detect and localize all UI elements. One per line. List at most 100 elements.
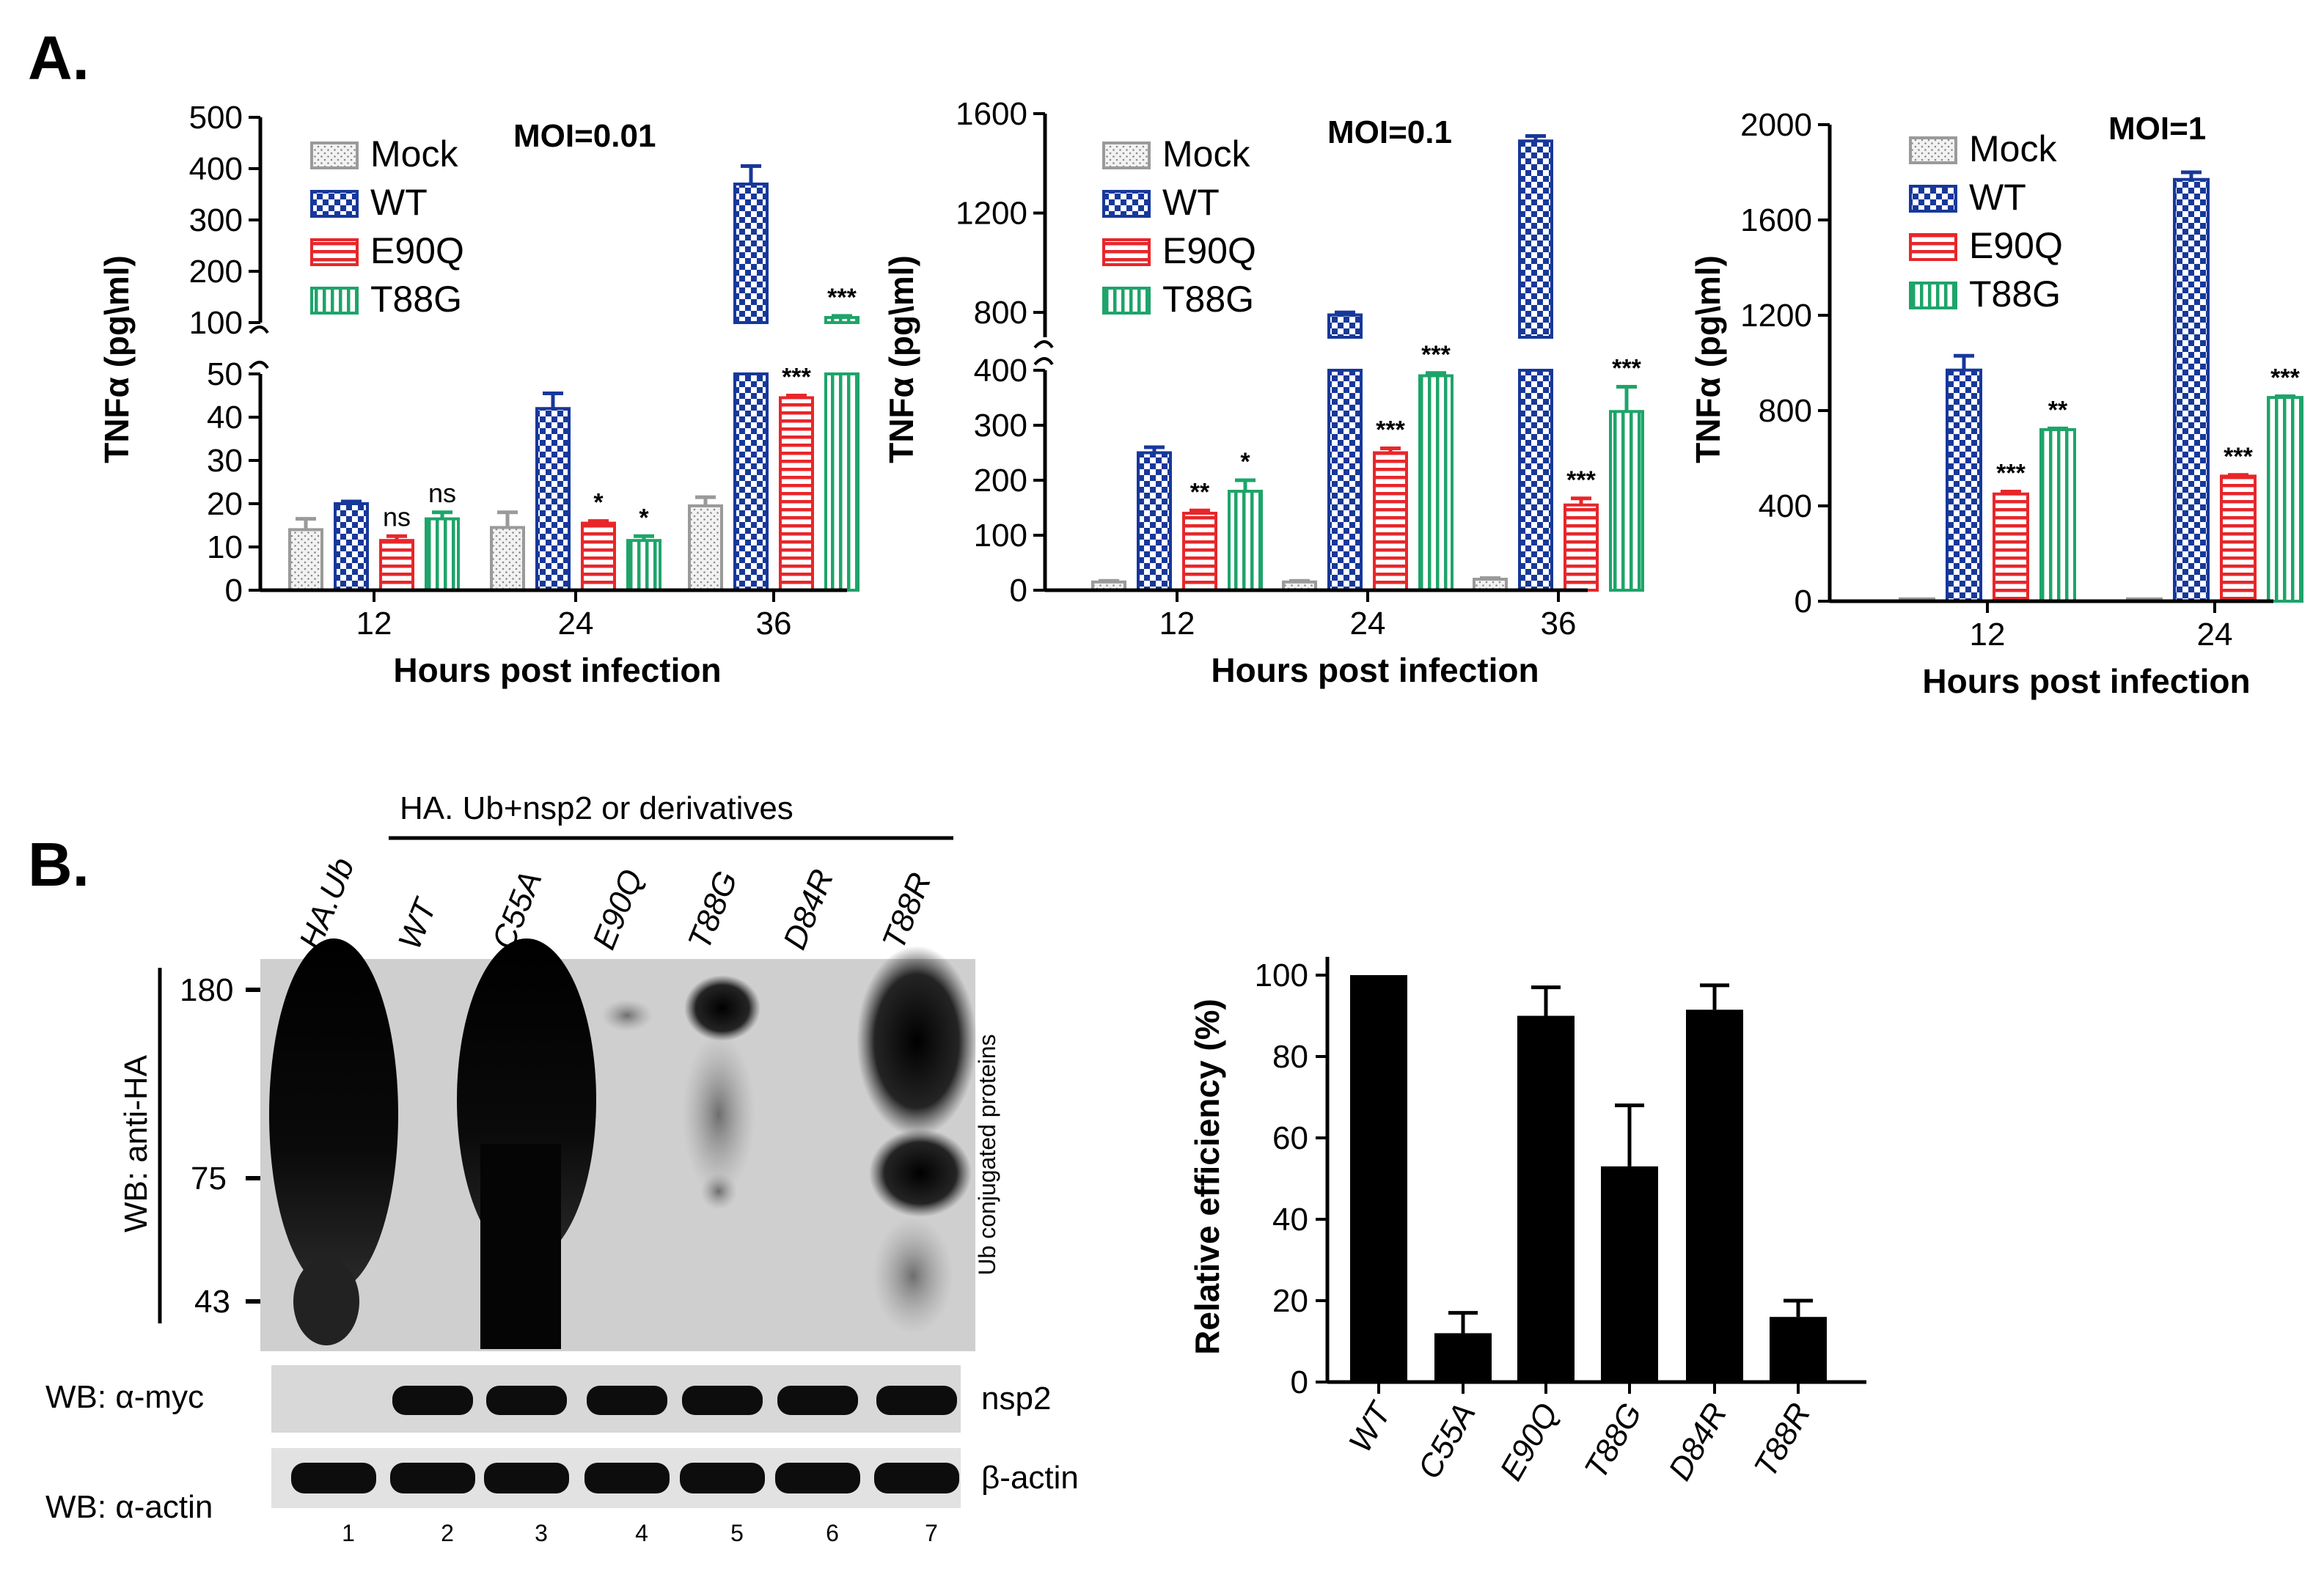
bar-mock-12h: [288, 528, 323, 592]
actin-band-lane-6: [775, 1463, 860, 1493]
bar-wt-12h: [1946, 368, 1982, 603]
nsp2-label: nsp2: [981, 1381, 1051, 1416]
chart-title: MOI=0.1: [1327, 114, 1452, 150]
legend-label-mock: Mock: [1162, 133, 1250, 174]
bar-e90q-24h: [581, 521, 616, 592]
blot-actin-bands: [291, 1463, 959, 1493]
sig-e90q-12h: **: [1190, 478, 1210, 506]
bar-wt-24h: [535, 407, 571, 592]
y-tick-label-400: 400: [974, 353, 1027, 389]
x-tick-label-36: 36: [1541, 606, 1577, 642]
y-tick-label-1200: 1200: [1740, 298, 1812, 334]
x-tick-label-e90q: E90Q: [1493, 1397, 1566, 1487]
y-axis-label: TNFα (pg\ml): [1689, 255, 1727, 463]
lane-label-t88g: T88G: [681, 866, 745, 954]
chart-title: MOI=1: [2108, 111, 2206, 147]
western-blot: HA. Ub+nsp2 or derivatives HA.Ub WT C55A E9…: [45, 790, 1079, 1546]
sig-t88g-36h: ***: [1612, 355, 1641, 383]
bar-e90q-36h: [1564, 503, 1599, 592]
x-tick-label-t88g: T88G: [1577, 1397, 1649, 1485]
sig-e90q-12h: ***: [1996, 460, 2026, 488]
legend-swatch-t88g: [1102, 287, 1151, 315]
panel-a-label: A.: [28, 23, 89, 92]
blot-smear-lane-5: [682, 1034, 755, 1195]
x-tick-label-c55a: C55A: [1411, 1397, 1482, 1485]
legend-swatch-t88g: [310, 287, 359, 315]
lane-number-5: 5: [730, 1520, 744, 1546]
y-tick-label-0: 0: [1010, 573, 1027, 609]
legend-label-e90q: E90Q: [1969, 225, 2063, 266]
bar-t88r: [1770, 1317, 1827, 1382]
legend-label-wt: WT: [1162, 182, 1220, 223]
y-tick-label-50: 50: [207, 356, 243, 392]
y-tick-label-10: 10: [207, 529, 243, 565]
bar-wt-12h: [334, 502, 369, 592]
bar-t88g-24h: [1418, 374, 1454, 592]
lane-label-ha-ub: HA.Ub: [293, 853, 362, 955]
axis-break-mark-upper: [1033, 340, 1054, 349]
x-tick-label-36: 36: [756, 606, 792, 642]
bar-t88g-36h-upper: [824, 316, 859, 324]
lane-label-t88r: T88R: [876, 868, 939, 955]
legend-swatch-wt: [310, 190, 359, 218]
legend-swatch-mock: [310, 142, 359, 169]
y-tick-label-300: 300: [974, 408, 1027, 444]
legend-swatch-mock: [1102, 142, 1151, 169]
sig-e90q-24h: ***: [2224, 443, 2253, 471]
blot-myc-label: WB: α-myc: [45, 1379, 204, 1415]
legend-swatch-wt: [1909, 185, 1957, 213]
bar-mock-36h: [688, 504, 723, 592]
bar-e90q-24h: [2220, 474, 2257, 603]
bar-wt-36h-upper: [1518, 139, 1553, 339]
blot-smear-lane-3-tail: [480, 1144, 561, 1349]
bar-t88g-36h-lower: [824, 372, 859, 592]
x-tick-label-12: 12: [1159, 606, 1195, 642]
chart-moi-0-1: ***12******24******360100200300400800120…: [882, 96, 1644, 689]
legend-label-wt: WT: [370, 182, 428, 223]
myc-band-lane-4: [587, 1386, 667, 1415]
sig-e90q-12h: ns: [383, 501, 411, 532]
panel-b-label: B.: [28, 830, 89, 899]
legend-swatch-e90q: [1909, 233, 1957, 261]
lane-number-6: 6: [826, 1520, 839, 1546]
y-tick-label-1600: 1600: [1740, 202, 1812, 238]
actin-band-lane-4: [584, 1463, 670, 1493]
y-tick-label-1200: 1200: [956, 196, 1027, 232]
legend-label-t88g: T88G: [1969, 273, 2061, 315]
ub-conjugated-label: Ub conjugated proteins: [974, 1034, 1000, 1275]
blot-band-lane-4: [601, 999, 653, 1032]
blot-myc-bands: [392, 1386, 957, 1415]
sig-t88g-12h: ns: [428, 478, 456, 508]
bar-wt-12h: [1137, 451, 1172, 592]
y-tick-label-1600: 1600: [956, 96, 1027, 132]
bar-wt-36h-lower: [733, 372, 769, 592]
x-axis-label: Hours post infection: [393, 651, 721, 689]
y-tick-label-800: 800: [1759, 393, 1812, 429]
legend-label-e90q: E90Q: [370, 230, 464, 271]
bar-e90q-12h: [379, 539, 414, 592]
y-tick-label-0: 0: [1291, 1364, 1308, 1400]
marker-180: 180: [180, 972, 233, 1008]
y-axis-label: TNFα (pg\ml): [882, 255, 920, 463]
sig-e90q-24h: ***: [1376, 416, 1405, 444]
actin-band-lane-3: [484, 1463, 569, 1493]
legend-label-mock: Mock: [1969, 128, 2057, 169]
blot-smear-lane-7-mid: [869, 1129, 972, 1217]
y-tick-label-60: 60: [1272, 1120, 1308, 1156]
bar-t88g-36h: [1609, 410, 1644, 592]
x-tick-label-12: 12: [356, 606, 392, 642]
chart-moi-1: *****12******240400800120016002000Hours …: [1689, 107, 2303, 700]
legend-label-t88g: T88G: [1162, 279, 1254, 320]
sig-t88g-24h: ***: [2270, 364, 2300, 392]
y-tick-label-40: 40: [1272, 1202, 1308, 1238]
legend-label-mock: Mock: [370, 133, 458, 174]
myc-band-lane-3: [486, 1386, 567, 1415]
y-tick-label-100: 100: [1255, 958, 1308, 993]
actin-label: β-actin: [981, 1460, 1079, 1496]
bar-wt-24h: [2173, 177, 2210, 603]
legend-swatch-t88g: [1909, 282, 1957, 309]
blot-smear-lane-1: [269, 938, 398, 1290]
bar-t88g-12h: [425, 517, 460, 592]
